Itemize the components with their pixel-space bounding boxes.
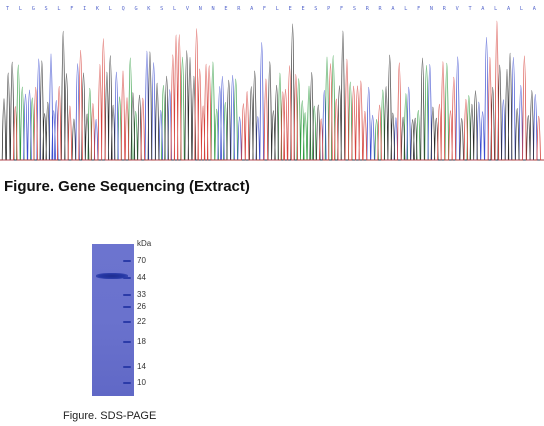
marker-label-70: 70 [137, 256, 146, 265]
gene-sequencing-caption: Figure. Gene Sequencing (Extract) [4, 178, 250, 195]
chromatogram-traces: T L G S L F I K L Q G K S L V N N E R A … [0, 6, 544, 161]
marker-label-26: 26 [137, 302, 146, 311]
marker-band-10 [123, 382, 131, 384]
marker-band-14 [123, 366, 131, 368]
trace-c [0, 37, 544, 161]
sequencing-chromatogram: T L G S L F I K L Q G K S L V N N E R A … [0, 0, 544, 166]
marker-band-18 [123, 341, 131, 343]
sds-page-caption: Figure. SDS-PAGE [63, 410, 157, 422]
marker-band-44 [123, 277, 131, 279]
marker-band-70 [123, 260, 131, 262]
sequence-letters: T L G S L F I K L Q G K S L V N N E R A … [6, 6, 544, 12]
marker-label-10: 10 [137, 378, 146, 387]
marker-label-44: 44 [137, 273, 146, 282]
gel-lane-image [92, 244, 134, 396]
protein-band [96, 273, 128, 279]
sds-page-figure: kDa 70 44 33 26 22 18 14 10 [92, 239, 172, 400]
kda-unit-label: kDa [137, 239, 152, 248]
marker-label-18: 18 [137, 337, 146, 346]
marker-band-22 [123, 321, 131, 323]
marker-band-33 [123, 294, 131, 296]
trace-t [0, 20, 544, 161]
marker-label-22: 22 [137, 317, 146, 326]
marker-label-33: 33 [137, 290, 146, 299]
marker-band-26 [123, 306, 131, 308]
marker-label-14: 14 [137, 362, 146, 371]
